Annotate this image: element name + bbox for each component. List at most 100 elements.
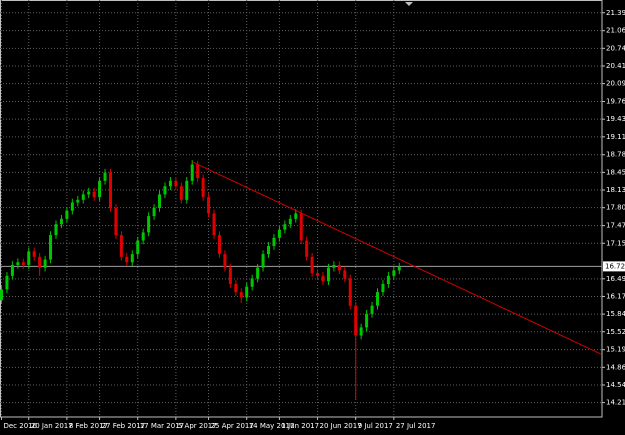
- candle-body: [392, 270, 396, 276]
- candle-body: [190, 164, 194, 181]
- candle-body: [256, 267, 260, 279]
- candle-body: [310, 256, 314, 274]
- candle-body: [130, 254, 134, 263]
- y-tick-label: 18.780: [606, 151, 625, 159]
- candle-body: [283, 224, 287, 230]
- candle-body: [43, 259, 47, 268]
- candle-body: [87, 191, 91, 195]
- candle-body: [337, 264, 341, 271]
- candle-body: [223, 254, 227, 268]
- candle-body: [321, 275, 325, 282]
- candle-body: [332, 264, 336, 268]
- candle-body: [163, 186, 167, 195]
- candle-body: [348, 278, 352, 306]
- candle-body: [277, 229, 281, 238]
- candle-body: [125, 256, 129, 263]
- y-tick-label: 16.495: [606, 275, 625, 283]
- y-tick-label: 19.760: [606, 98, 625, 106]
- last-price-box: [603, 261, 625, 272]
- y-tick-label: 14.540: [606, 381, 625, 389]
- x-tick-label: 27 Feb 2017: [102, 422, 146, 430]
- candle-body: [201, 178, 205, 198]
- x-tick-label: 20 Jun 2017: [320, 422, 362, 430]
- candle-body: [185, 180, 189, 200]
- trendline: [192, 161, 602, 355]
- candle-body: [49, 235, 53, 260]
- candle-body: [136, 240, 140, 255]
- candle-body: [217, 235, 221, 255]
- x-tick-label: 17 Mar 2017: [140, 422, 184, 430]
- x-tick-label: Dec 2016: [3, 422, 37, 430]
- y-tick-label: 15.190: [606, 346, 625, 354]
- candle-body: [158, 194, 162, 208]
- y-tick-label: 15.520: [606, 328, 625, 336]
- candle-body: [261, 254, 265, 268]
- y-tick-label: 18.130: [606, 186, 625, 194]
- y-tick-label: 20.415: [606, 62, 625, 70]
- y-tick-label: 16.170: [606, 292, 625, 300]
- candle-body: [0, 289, 3, 301]
- candle-body: [70, 202, 74, 211]
- candle-body: [343, 270, 347, 279]
- candle-body: [359, 327, 363, 336]
- x-tick-label: 14 May 2017: [249, 422, 295, 430]
- y-tick-label: 20.090: [606, 80, 625, 88]
- candle-body: [5, 275, 9, 290]
- candle-body: [239, 292, 243, 298]
- candle-body: [65, 210, 69, 219]
- y-tick-label: 20.740: [606, 44, 625, 52]
- candle-body: [168, 180, 172, 187]
- candle-body: [174, 180, 178, 187]
- candle-body: [365, 313, 369, 328]
- x-tick-label: 25 Apr 2017: [211, 422, 254, 430]
- y-tick-label: 17.805: [606, 204, 625, 212]
- candle-body: [381, 283, 385, 293]
- candle-body: [272, 237, 276, 246]
- candle-body: [267, 245, 271, 255]
- candle-body: [305, 240, 309, 257]
- candle-body: [196, 164, 200, 179]
- candle-body: [207, 197, 211, 214]
- y-tick-label: 17.475: [606, 222, 625, 230]
- x-tick-label: 8 Feb 2017: [69, 422, 108, 430]
- candle-body: [103, 172, 107, 181]
- candle-body: [386, 275, 390, 284]
- x-tick-label: 27 Jul 2017: [396, 422, 436, 430]
- candle-body: [38, 256, 42, 268]
- y-tick-label: 19.435: [606, 115, 625, 123]
- candle-body: [299, 213, 303, 241]
- candle-body: [370, 305, 374, 314]
- candle-body: [10, 264, 14, 276]
- y-tick-label: 14.215: [606, 399, 625, 407]
- candle-body: [288, 218, 292, 225]
- candle-body: [354, 305, 358, 336]
- candle-body: [32, 251, 36, 257]
- candle-body: [81, 194, 85, 200]
- candle-body: [234, 283, 238, 293]
- candle-body: [59, 218, 63, 225]
- candle-body: [316, 273, 320, 276]
- candle-body: [21, 262, 25, 265]
- candle-body: [294, 213, 298, 219]
- shift-marker: [405, 2, 413, 6]
- y-tick-label: 18.455: [606, 168, 625, 176]
- plot-frame: [0, 0, 603, 418]
- candle-body: [27, 251, 31, 265]
- candle-body: [375, 292, 379, 306]
- candle-body: [250, 278, 254, 287]
- x-tick-label: 5 Apr 2017: [178, 422, 217, 430]
- y-tick-label: 17.150: [606, 239, 625, 247]
- x-tick-label: 20 Jan 2017: [31, 422, 73, 430]
- candle-body: [141, 232, 145, 241]
- candle-body: [92, 191, 96, 198]
- candle-body: [108, 172, 112, 208]
- candle-body: [152, 207, 156, 217]
- candle-body: [245, 286, 249, 298]
- y-tick-label: 19.110: [606, 133, 625, 141]
- y-tick-label: 21.065: [606, 27, 625, 35]
- candle-body: [54, 224, 58, 236]
- candle-body: [114, 207, 118, 236]
